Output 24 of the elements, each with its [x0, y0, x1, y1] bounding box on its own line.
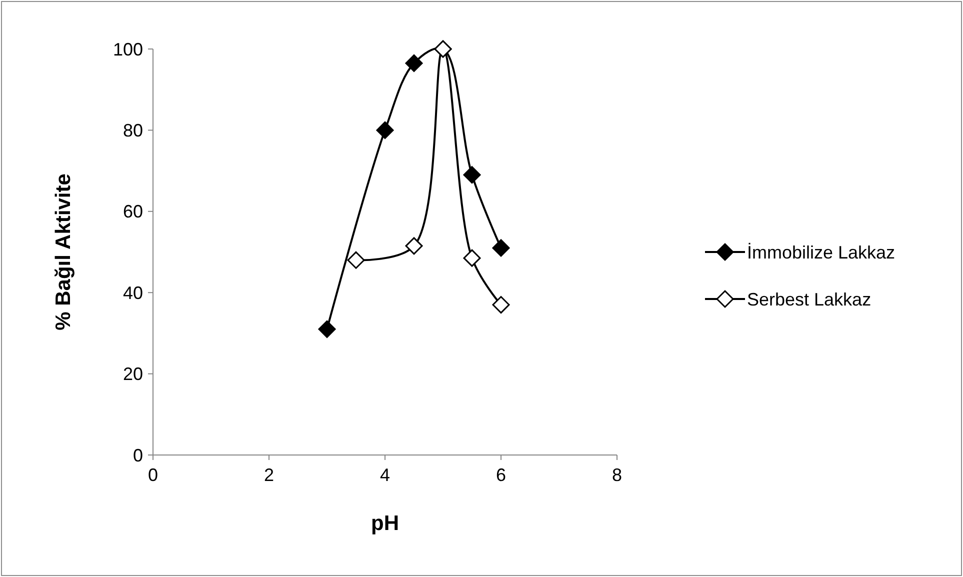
- legend-label: İmmobilize Lakkaz: [747, 242, 896, 262]
- point: [492, 239, 510, 257]
- y-tick-label: 100: [112, 39, 143, 60]
- x-tick-label: 0: [148, 465, 158, 485]
- point: [318, 320, 336, 338]
- y-axis-title: % Bağıl Aktivite: [52, 174, 75, 330]
- point: [463, 166, 481, 184]
- point: [492, 296, 510, 314]
- legend-label: Serbest Lakkaz: [747, 289, 872, 310]
- x-tick-label: 4: [380, 465, 390, 485]
- point: [376, 121, 394, 139]
- x-axis-title: pH: [371, 512, 399, 535]
- point: [463, 249, 481, 267]
- x-tick-label: 8: [612, 465, 622, 485]
- point: [347, 251, 365, 269]
- y-tick-label: 0: [132, 445, 143, 466]
- y-tick-label: 40: [122, 282, 143, 303]
- x-tick-label: 2: [264, 465, 274, 485]
- point: [405, 54, 423, 72]
- x-tick-label: 6: [496, 465, 506, 485]
- y-tick-label: 80: [122, 120, 143, 140]
- y-tick-label: 20: [122, 364, 143, 384]
- point: [405, 237, 423, 255]
- y-tick-label: 60: [122, 202, 143, 222]
